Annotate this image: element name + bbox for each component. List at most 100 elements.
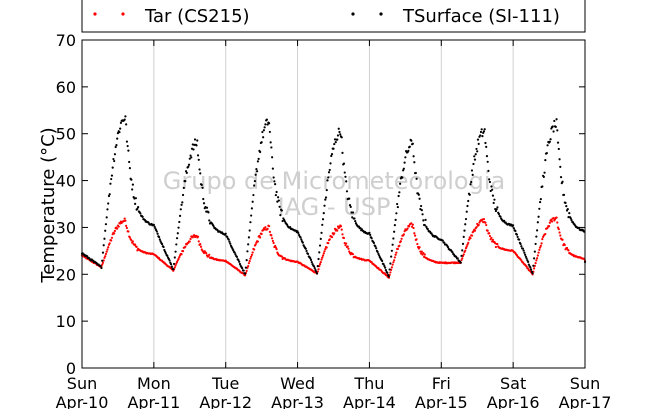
data-point [131,188,134,191]
data-point [134,202,137,205]
data-point [395,251,398,254]
data-point [244,272,247,275]
data-point [309,257,312,260]
data-point [244,266,248,269]
data-point [472,162,475,166]
data-point [340,228,343,231]
data-point [316,265,319,268]
data-point [305,249,308,253]
data-point [333,232,336,235]
data-point [491,238,495,242]
data-point [247,243,250,246]
data-point [256,170,259,173]
data-point [475,147,478,151]
data-point [531,272,534,275]
data-point [534,262,537,265]
data-point [175,243,178,246]
data-point [535,259,538,262]
data-point [418,197,421,200]
data-point [180,203,183,206]
data-point [110,236,114,239]
data-point [110,239,113,242]
data-point [486,160,489,163]
data-point [559,176,563,179]
data-point [378,254,381,257]
data-point [546,144,549,147]
data-point [184,180,187,183]
data-point [372,241,376,245]
data-point [465,245,468,248]
data-point [250,255,253,258]
data-point [554,125,557,128]
data-point [441,239,444,242]
data-point [100,266,103,270]
data-point [128,160,131,164]
data-point [342,162,346,165]
data-point [386,271,389,275]
data-point [451,251,454,254]
data-point [520,245,523,248]
data-point [233,251,236,254]
data-point [534,242,537,246]
data-point [539,198,542,201]
data-point [416,242,419,246]
data-point [237,259,240,262]
data-point [393,224,396,227]
data-point [339,225,343,228]
data-point [177,226,180,229]
watermark-line-2: IAG - USP [278,193,391,221]
data-point [178,214,182,217]
data-point [229,242,232,245]
data-point [466,243,469,246]
data-point [269,141,272,144]
data-point [336,134,340,137]
data-point [288,225,292,229]
data-point [105,250,108,253]
data-point [540,242,543,245]
data-point [277,199,280,202]
data-point [521,247,524,250]
data-point [176,232,179,235]
data-point [422,219,425,222]
data-point [390,255,393,258]
data-point [404,156,407,159]
data-point [172,262,176,266]
x-tick-label-day: Fri [432,374,451,393]
data-point [375,247,378,250]
data-point [317,257,320,261]
data-point [119,121,123,124]
legend-label-tsurface: TSurface (SI-111) [402,6,560,27]
data-point [141,215,144,218]
data-point [544,159,547,162]
data-point [489,189,492,193]
data-point [309,258,313,262]
x-tick-label-day: Thu [353,374,384,393]
data-point [131,183,134,186]
x-tick-label-date: Apr-12 [199,393,252,409]
data-point [320,231,323,234]
data-point [475,226,478,229]
data-point [321,254,325,257]
data-point [348,204,352,207]
data-point [108,242,111,245]
x-tick-label-day: Sun [570,374,600,393]
data-point [495,208,498,211]
data-point [550,220,554,223]
data-point [137,205,140,209]
data-point [468,193,471,196]
data-point [402,233,405,236]
data-point [568,212,571,215]
data-point [394,253,397,256]
data-point [559,234,562,237]
data-point [248,229,251,232]
data-point [470,180,473,184]
data-point [348,197,351,200]
data-point [112,157,115,161]
legend-marker-tsurface [351,12,355,16]
data-point [391,263,394,266]
y-tick-label: 0 [66,359,76,378]
data-point [107,246,110,249]
data-point [541,185,544,188]
data-point [561,180,564,183]
data-point [563,243,566,246]
